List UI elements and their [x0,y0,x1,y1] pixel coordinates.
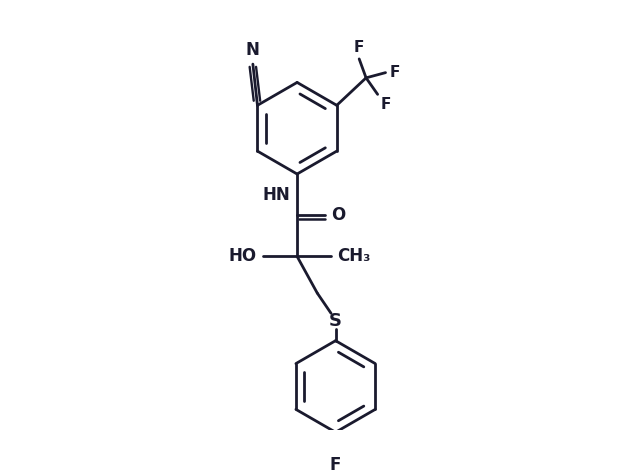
Text: F: F [380,97,391,112]
Text: HN: HN [262,186,290,204]
Text: HO: HO [228,247,257,266]
Text: S: S [329,312,342,329]
Text: F: F [389,65,399,80]
Text: N: N [246,40,260,59]
Text: F: F [354,40,364,55]
Text: CH₃: CH₃ [337,247,371,266]
Text: F: F [330,456,341,470]
Text: O: O [331,206,345,224]
